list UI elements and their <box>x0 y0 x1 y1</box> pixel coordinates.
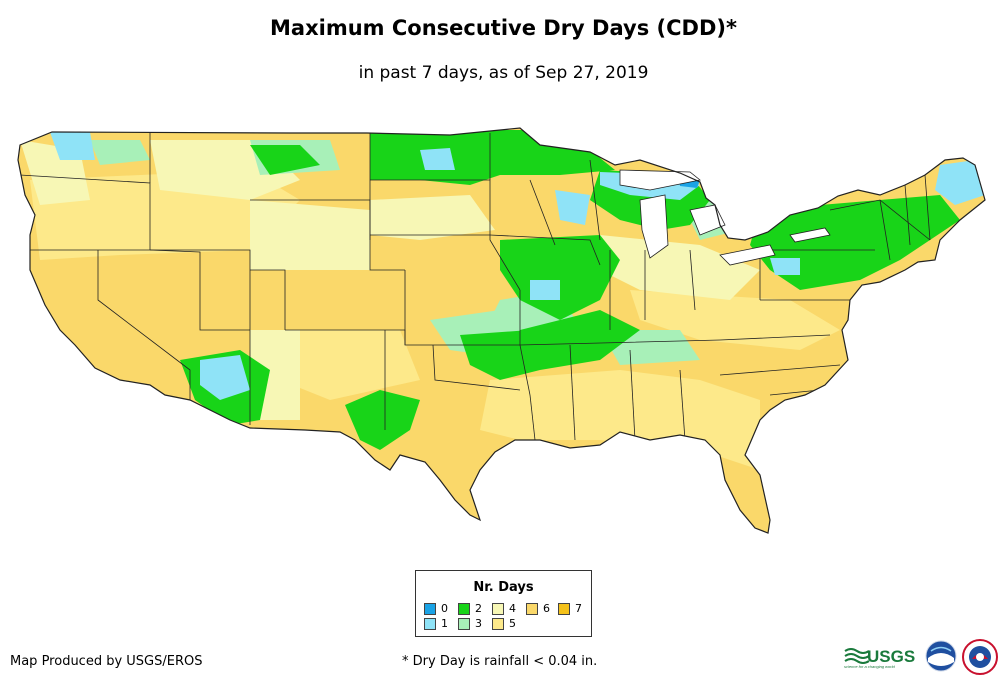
noaa-logo <box>925 640 957 672</box>
cdd-fill-layer <box>18 128 985 533</box>
legend-item-5: 5 <box>492 618 516 630</box>
nws-logo <box>962 639 998 675</box>
svg-text:USGS: USGS <box>867 647 915 666</box>
usgs-logo: USGS science for a changing world <box>844 647 915 669</box>
map-title: Maximum Consecutive Dry Days (CDD)* <box>270 16 737 40</box>
legend-item-4: 4 <box>492 603 516 615</box>
legend-item-0: 0 <box>424 603 448 615</box>
map-subtitle: in past 7 days, as of Sep 27, 2019 <box>358 63 649 83</box>
legend-title: Nr. Days <box>473 580 534 595</box>
legend-item-2: 2 <box>458 603 482 615</box>
dry-day-footnote: * Dry Day is rainfall < 0.04 in. <box>402 654 598 669</box>
state-boundaries <box>19 133 931 441</box>
great-lakes <box>619 169 831 266</box>
legend-item-3: 3 <box>458 618 482 630</box>
legend-item-6: 6 <box>526 603 550 615</box>
svg-text:science for a changing world: science for a changing world <box>844 664 895 669</box>
producer-credit: Map Produced by USGS/EROS <box>10 654 203 669</box>
legend: Nr. Days 0 1 2 3 4 5 6 7 <box>415 570 592 637</box>
legend-item-7: 7 <box>558 603 582 615</box>
legend-item-1: 1 <box>424 618 448 630</box>
